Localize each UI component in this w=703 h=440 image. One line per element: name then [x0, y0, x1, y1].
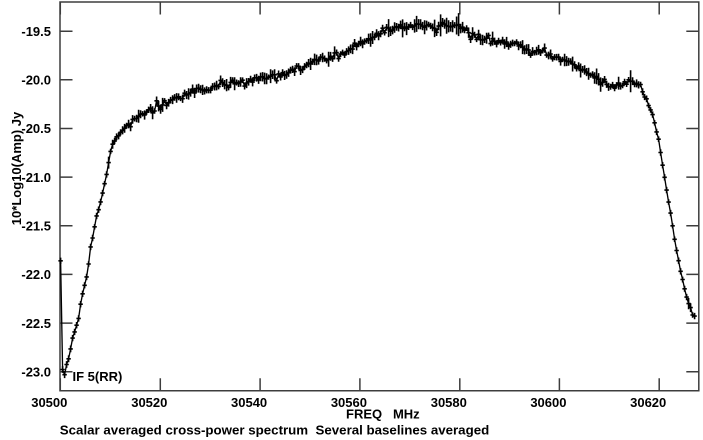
svg-text:IF 5(RR): IF 5(RR)	[73, 369, 123, 384]
svg-text:-22.0: -22.0	[21, 267, 51, 282]
svg-text:30600: 30600	[530, 395, 566, 410]
svg-text:-20.5: -20.5	[21, 121, 51, 136]
svg-text:Scalar averaged cross-power sp: Scalar averaged cross-power spectrum Sev…	[60, 422, 489, 437]
svg-text:-23.0: -23.0	[21, 364, 51, 379]
svg-text:10*Log10(Amp) Jy: 10*Log10(Amp) Jy	[9, 111, 24, 225]
svg-text:30500: 30500	[31, 395, 67, 410]
svg-text:30520: 30520	[131, 395, 167, 410]
svg-text:-19.5: -19.5	[21, 24, 51, 39]
svg-text:30560: 30560	[331, 395, 367, 410]
svg-text:-22.5: -22.5	[21, 316, 51, 331]
svg-text:30540: 30540	[231, 395, 267, 410]
svg-text:-20.0: -20.0	[21, 73, 51, 88]
svg-text:FREQ MHz: FREQ MHz	[346, 406, 420, 421]
svg-text:-21.0: -21.0	[21, 170, 51, 185]
svg-text:30620: 30620	[630, 395, 666, 410]
svg-text:30580: 30580	[431, 395, 467, 410]
svg-text:-21.5: -21.5	[21, 219, 51, 234]
